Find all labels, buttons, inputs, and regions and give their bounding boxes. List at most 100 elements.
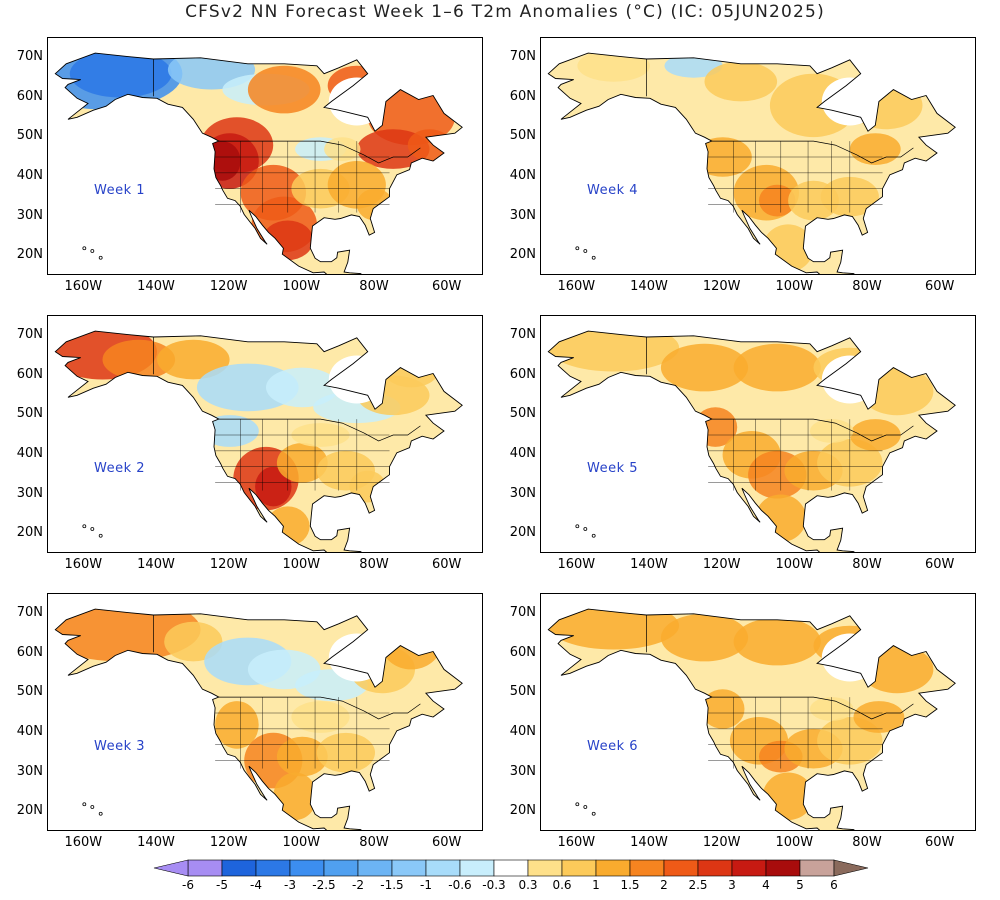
latitude-label: 20N: [509, 525, 536, 541]
anomaly-map: [547, 52, 956, 274]
color-scale-tick-label: -2: [352, 878, 364, 892]
latitude-label: 40N: [509, 445, 536, 461]
color-scale-tick-label: -3: [284, 878, 296, 892]
color-scale-swatch: [629, 859, 665, 877]
anomaly-region: [759, 184, 796, 217]
anomaly-region: [164, 621, 223, 662]
color-scale-tick-label: 1: [592, 878, 600, 892]
anomaly-region: [853, 701, 905, 733]
longitude-label: 120W: [209, 835, 248, 850]
longitude-label: 80W: [359, 835, 389, 850]
latitude-label: 40N: [509, 167, 536, 183]
longitude-label: 140W: [630, 835, 668, 850]
anomaly-region: [247, 65, 321, 114]
latitude-label: 20N: [16, 247, 43, 263]
latitude-label: 20N: [16, 525, 43, 541]
color-scale-tick-label: -4: [250, 878, 262, 892]
color-scale-tick-label: -0.3: [482, 878, 506, 892]
latitude-label: 20N: [16, 803, 43, 819]
color-scale-tick-label: -6: [182, 878, 194, 892]
longitude-label: 140W: [630, 279, 668, 294]
latitude-label: 70N: [16, 326, 43, 342]
longitude-label: 160W: [557, 835, 596, 850]
longitude-label: 80W: [852, 557, 882, 572]
latitude-label: 50N: [509, 128, 536, 144]
anomaly-region: [660, 613, 749, 662]
latitude-label: 50N: [16, 128, 43, 144]
longitude-label: 160W: [557, 557, 596, 572]
anomaly-region: [660, 343, 749, 392]
longitude-label: 120W: [702, 557, 741, 572]
longitude-label: 100W: [775, 279, 814, 294]
longitude-label: 120W: [702, 279, 741, 294]
color-scale-tick-label: 2: [660, 878, 668, 892]
anomaly-region: [273, 772, 317, 821]
week-label: Week 6: [587, 739, 639, 754]
anomaly-map: [54, 52, 463, 274]
anomaly-region: [704, 61, 778, 102]
longitude-label: 60W: [924, 557, 955, 572]
latitude-label: 50N: [16, 406, 43, 422]
latitude-label: 30N: [509, 207, 536, 223]
longitude-label: 140W: [137, 279, 175, 294]
latitude-label: 40N: [16, 445, 43, 461]
color-scale-swatch: [493, 859, 529, 877]
latitude-label: 70N: [16, 48, 43, 64]
coastline: [54, 608, 463, 830]
latitude-label: 50N: [509, 684, 536, 700]
anomaly-region: [196, 363, 299, 412]
color-scale-swatch: [289, 859, 325, 877]
latitude-label: 60N: [509, 88, 536, 104]
coastline: [54, 330, 463, 552]
color-scale-low-arrow: [153, 859, 189, 877]
color-scale-tick-label: 3: [728, 878, 736, 892]
latitude-label: 20N: [509, 247, 536, 263]
longitude-label: 160W: [64, 557, 103, 572]
latitude-label: 60N: [16, 366, 43, 382]
longitude-label: 120W: [702, 835, 741, 850]
anomaly-map: [54, 330, 463, 552]
color-scale-swatch: [697, 859, 733, 877]
latitude-label: 30N: [16, 207, 43, 223]
color-scale-swatch: [595, 859, 631, 877]
map-panel-week-6: [540, 593, 976, 831]
color-scale-tick-label: -5: [216, 878, 228, 892]
longitude-label: 80W: [852, 835, 882, 850]
anomaly-map: [547, 330, 956, 552]
color-scale-tick-label: 4: [762, 878, 770, 892]
color-scale-swatch: [799, 859, 835, 877]
color-scale-tick-label: 0.6: [552, 878, 572, 892]
longitude-label: 160W: [64, 835, 103, 850]
color-scale-swatch: [323, 859, 359, 877]
latitude-label: 60N: [16, 88, 43, 104]
anomaly-region: [255, 466, 292, 507]
map-panel-week-2: [47, 315, 483, 553]
latitude-label: 40N: [509, 723, 536, 739]
color-scale-swatch: [255, 859, 291, 877]
longitude-label: 60W: [924, 279, 955, 294]
longitude-label: 60W: [431, 279, 462, 294]
anomaly-region: [200, 415, 259, 447]
anomaly-region: [157, 339, 230, 380]
anomaly-region: [69, 53, 172, 98]
longitude-label: 100W: [282, 279, 321, 294]
color-scale-swatch: [391, 859, 427, 877]
latitude-label: 20N: [509, 803, 536, 819]
anomaly-map: [547, 608, 956, 830]
week-label: Week 3: [94, 739, 146, 754]
color-scale-tick-label: -2.5: [312, 878, 336, 892]
color-scale-swatch: [221, 859, 257, 877]
color-scale-tick-label: -1.5: [380, 878, 404, 892]
latitude-label: 60N: [16, 644, 43, 660]
anomaly-region: [733, 343, 821, 392]
latitude-label: 50N: [509, 406, 536, 422]
coastline: [547, 330, 956, 552]
longitude-label: 60W: [924, 835, 955, 850]
longitude-label: 100W: [282, 835, 321, 850]
longitude-label: 160W: [557, 279, 596, 294]
color-scale-tick-label: 2.5: [688, 878, 708, 892]
longitude-label: 100W: [775, 557, 814, 572]
longitude-label: 60W: [431, 835, 462, 850]
color-scale-tick-label: 5: [796, 878, 804, 892]
color-scale-swatch: [357, 859, 393, 877]
